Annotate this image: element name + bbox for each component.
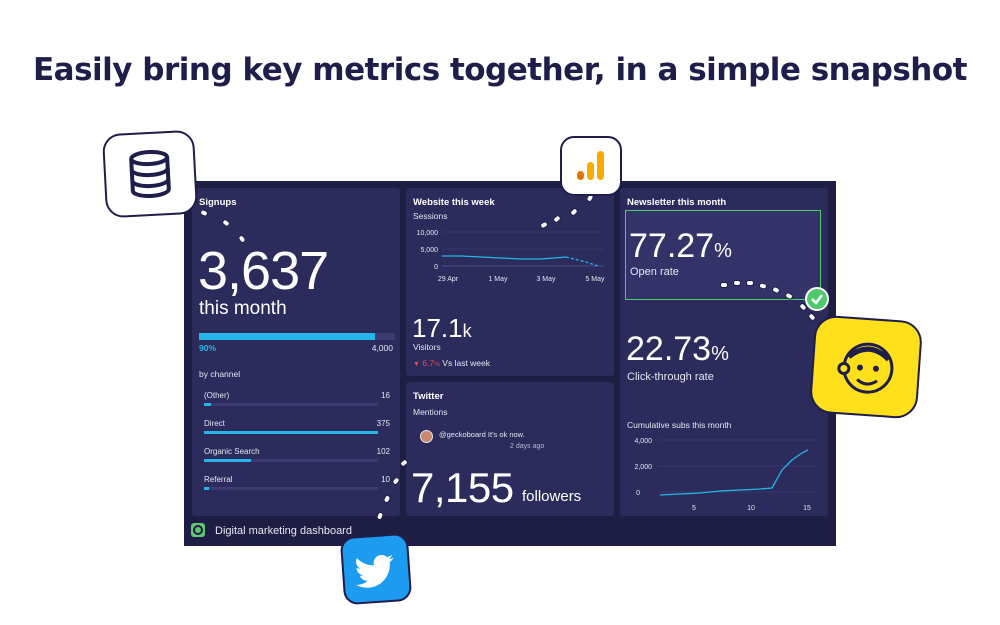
check-icon [805,287,829,311]
channel-bar-fill [204,487,210,490]
channel-row: Referral 10 [204,475,390,493]
channel-value: 10 [381,475,390,484]
twitter-badge [339,532,413,606]
change-value: 6.7 [422,358,435,368]
sessions-x-tick: 1 May [488,276,508,283]
twitter-bird-icon [356,554,394,588]
mentions-label: Mentions [413,407,448,417]
channel-bar-fill [204,403,211,406]
open-rate-unit: % [714,240,732,262]
signups-panel: Signups 3,637 this month 90% 4,000 by ch… [192,188,400,516]
signups-progress-bar [199,333,395,340]
channel-name: Direct [204,419,225,428]
page-headline: Easily bring key metrics together, in a … [33,52,967,88]
channel-bar-track [204,403,378,406]
visitors-metric: 17.1k [412,313,472,344]
sessions-chart: 10,000 5,000 0 29 Apr 1 May 3 May 5 May [417,230,605,283]
analytics-badge [560,136,622,196]
analytics-bars-icon [577,151,604,180]
open-rate-metric: 77.27% [629,227,732,266]
twitter-title: Twitter [413,391,444,402]
channel-row: Organic Search 102 [204,447,390,465]
ctr-label: Click-through rate [627,371,714,383]
channel-value: 16 [381,391,390,400]
channel-value: 375 [376,419,390,428]
tweet-time: 2 days ago [510,443,545,450]
sessions-y-tick: 5,000 [420,247,438,254]
database-badge [101,129,199,219]
channel-name: Referral [204,475,233,484]
channel-name: (Other) [204,391,230,400]
cumulative-y-tick: 0 [636,490,640,497]
sessions-label: Sessions [413,211,448,221]
connector-dot [720,282,728,288]
sessions-x-tick: 29 Apr [438,276,459,283]
signups-title: Signups [199,197,237,208]
followers-value: 7,155 [411,464,514,511]
ctr-metric: 22.73% [626,330,729,369]
website-title: Website this week [413,197,495,208]
connector-dot [733,280,741,286]
change-unit: % [434,361,440,368]
visitors-value: 17.1 [412,313,463,343]
signups-value: 3,637 [198,241,329,301]
cumulative-x-tick: 15 [803,505,811,512]
sessions-x-tick: 5 May [585,276,605,283]
channel-bar-track [204,459,378,462]
channel-bar-track [204,487,378,490]
open-rate-value: 77.27 [629,227,715,265]
open-rate-label: Open rate [630,266,679,278]
by-channel-label: by channel [199,369,241,379]
ctr-unit: % [711,343,729,365]
dashboard: Signups 3,637 this month 90% 4,000 by ch… [184,181,836,546]
database-icon [129,149,171,199]
cumulative-line [659,449,809,496]
tweet-body: It's ok now. [487,430,525,439]
connector-dot [746,280,754,286]
channel-bar-track [204,431,378,434]
visitors-label: Visitors [413,342,441,352]
sessions-line-projected [565,256,599,267]
signups-period: this month [199,298,287,319]
tweet-text: @geckoboard It's ok now. [439,430,525,439]
signups-progress-pct: 90% [199,343,217,353]
sessions-x-tick: 3 May [536,276,556,283]
change-label: Vs last week [442,358,491,368]
channel-value: 102 [376,447,390,456]
channel-bar-fill [204,431,378,434]
signups-progress-fill [199,333,376,340]
newsletter-title: Newsletter this month [627,197,727,208]
geckoboard-logo-icon [191,523,205,537]
cumulative-chart: 4,000 2,000 0 5 10 15 [634,438,818,512]
cumulative-x-tick: 5 [692,505,696,512]
channel-row: Direct 375 [204,419,390,437]
avatar [420,430,433,443]
twitter-panel: Twitter Mentions @geckoboard It's ok now… [406,382,614,516]
down-arrow-icon: ▼ [413,361,420,368]
cumulative-y-tick: 2,000 [634,464,652,471]
visitors-unit: k [462,321,472,341]
channel-name: Organic Search [204,447,260,456]
visitors-change: ▼ 6.7% Vs last week [413,358,490,368]
sessions-y-tick: 10,000 [417,230,439,237]
sessions-line [442,255,567,260]
cumulative-label: Cumulative subs this month [627,420,732,430]
channel-bar-fill [204,459,251,462]
followers-label: followers [522,488,582,505]
sessions-y-tick: 0 [434,264,438,271]
channel-row: (Other) 16 [204,391,390,409]
website-panel: Website this week Sessions 10,000 5,000 … [406,188,614,376]
newsletter-panel: Newsletter this month 77.27% Open rate 2… [620,188,828,516]
cumulative-y-tick: 4,000 [634,438,652,445]
mailchimp-badge [808,314,924,420]
dashboard-footer: Digital marketing dashboard [191,523,352,537]
mailchimp-icon [837,342,894,394]
ctr-value: 22.73 [626,330,712,368]
signups-goal: 4,000 [371,343,393,353]
dashboard-name: Digital marketing dashboard [215,525,352,537]
cumulative-x-tick: 10 [747,505,755,512]
tweet-handle: @geckoboard [439,430,486,439]
